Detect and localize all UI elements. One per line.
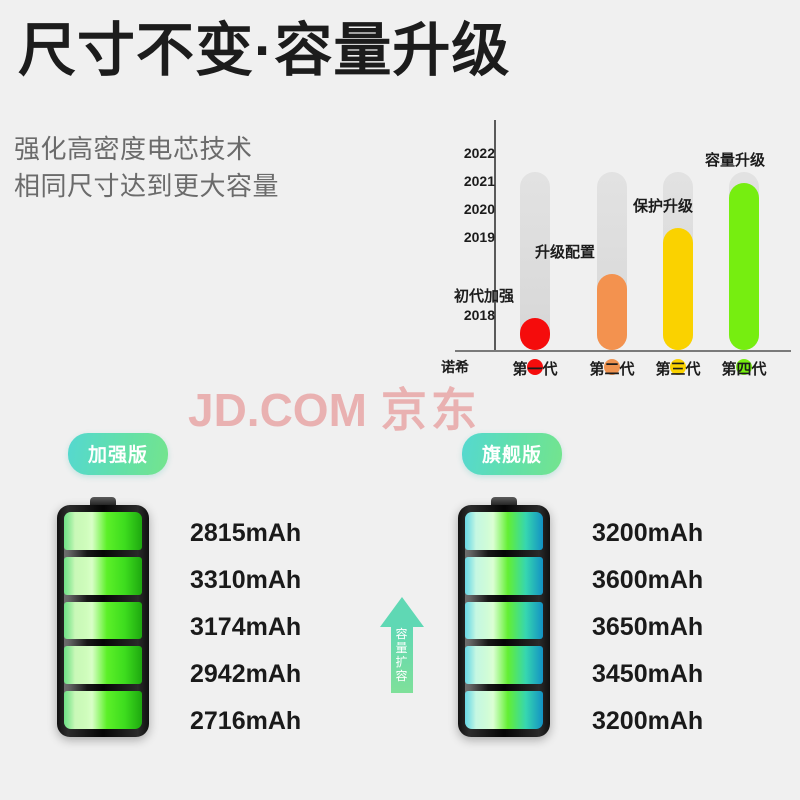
bar-fill-gen3 — [663, 228, 693, 350]
bar-annotation-gen3: 保护升级 — [633, 198, 694, 215]
capacity-value: 3310mAh — [190, 566, 302, 594]
battery-cell — [64, 601, 142, 640]
product-panel-enhanced: 加强版 2815mAh 3310mAh 3174mAh 2942mAh 2716… — [0, 425, 400, 800]
battery-terminal-icon — [90, 497, 116, 508]
battery-cell — [64, 512, 142, 550]
badge-enhanced: 加强版 — [68, 433, 169, 475]
battery-cell — [465, 646, 543, 685]
x-tick-gen1: 第一代 — [512, 361, 558, 378]
y-tick-2022: 2022 — [463, 145, 495, 161]
bar-annotation-gen4: 容量升级 — [705, 152, 766, 169]
battery-cell — [465, 512, 543, 550]
product-panel-flagship: 旗舰版 3200mAh 3600mAh 3650mAh 3450mAh 3200… — [400, 425, 800, 800]
bar-annotation-gen1: 初代加强 — [454, 288, 515, 305]
capacity-value: 3450mAh — [592, 660, 704, 688]
y-tick-2021: 2021 — [463, 173, 495, 189]
y-tick-2019: 2019 — [463, 229, 495, 245]
subtitle-text: 强化高密度电芯技术 相同尺寸达到更大容量 — [14, 134, 280, 201]
bar-dot-gen1 — [527, 359, 543, 375]
battery-cell — [64, 646, 142, 685]
page-title: 尺寸不变·容量升级 — [18, 18, 511, 83]
capacity-value: 2716mAh — [190, 707, 302, 735]
battery-cell — [64, 556, 142, 595]
capacity-value: 3600mAh — [592, 566, 704, 594]
capacity-value: 3650mAh — [592, 613, 704, 641]
battery-body — [57, 505, 149, 737]
bar-dot-gen3 — [670, 359, 686, 375]
battery-cells — [64, 512, 142, 729]
battery-graphic-enhanced — [57, 497, 149, 737]
capacity-list-enhanced: 2815mAh 3310mAh 3174mAh 2942mAh 2716mAh — [190, 521, 301, 734]
arrow-shaft — [391, 626, 413, 693]
chart-plot-area: 2022 2021 2020 2019 2018 诺希 初代加强 升级配置 — [437, 112, 797, 397]
battery-graphic-flagship — [458, 497, 550, 737]
chart-brand-label: 诺希 — [441, 359, 469, 375]
battery-cell — [465, 601, 543, 640]
x-tick-gen2: 第二代 — [589, 361, 635, 378]
bar-dot-gen4 — [736, 359, 752, 375]
bar-fill-gen2 — [597, 274, 627, 350]
capacity-value: 2942mAh — [190, 660, 302, 688]
arrow-head — [380, 597, 424, 627]
battery-cell — [64, 691, 142, 729]
x-tick-gen4: 第四代 — [721, 361, 767, 378]
battery-cell — [465, 556, 543, 595]
capacity-value: 3200mAh — [592, 519, 704, 547]
x-tick-gen3: 第三代 — [655, 361, 701, 378]
bar-fill-gen1 — [520, 318, 550, 350]
bar-dot-gen2 — [604, 359, 620, 375]
battery-cell — [465, 691, 543, 729]
arrow-label: 容量扩容 — [380, 627, 424, 684]
bar-annotation-gen2: 升级配置 — [535, 244, 596, 261]
battery-terminal-icon — [491, 497, 517, 508]
capacity-generation-chart: 2022 2021 2020 2019 2018 诺希 初代加强 升级配置 — [437, 112, 797, 397]
x-axis-line — [455, 350, 791, 352]
capacity-value: 2815mAh — [190, 519, 302, 547]
arrow-label-char-wrap: 容量扩容 — [395, 627, 409, 684]
bar-fill-gen4 — [729, 183, 759, 350]
battery-body — [458, 505, 550, 737]
battery-cells — [465, 512, 543, 729]
y-axis-line — [494, 120, 496, 350]
capacity-value: 3200mAh — [592, 707, 704, 735]
y-tick-2018: 2018 — [463, 307, 495, 323]
capacity-list-flagship: 3200mAh 3600mAh 3650mAh 3450mAh 3200mAh — [592, 521, 703, 734]
y-tick-2020: 2020 — [463, 201, 495, 217]
capacity-value: 3174mAh — [190, 613, 302, 641]
upgrade-arrow-icon: 容量扩容 — [380, 597, 424, 693]
badge-flagship: 旗舰版 — [462, 433, 563, 475]
